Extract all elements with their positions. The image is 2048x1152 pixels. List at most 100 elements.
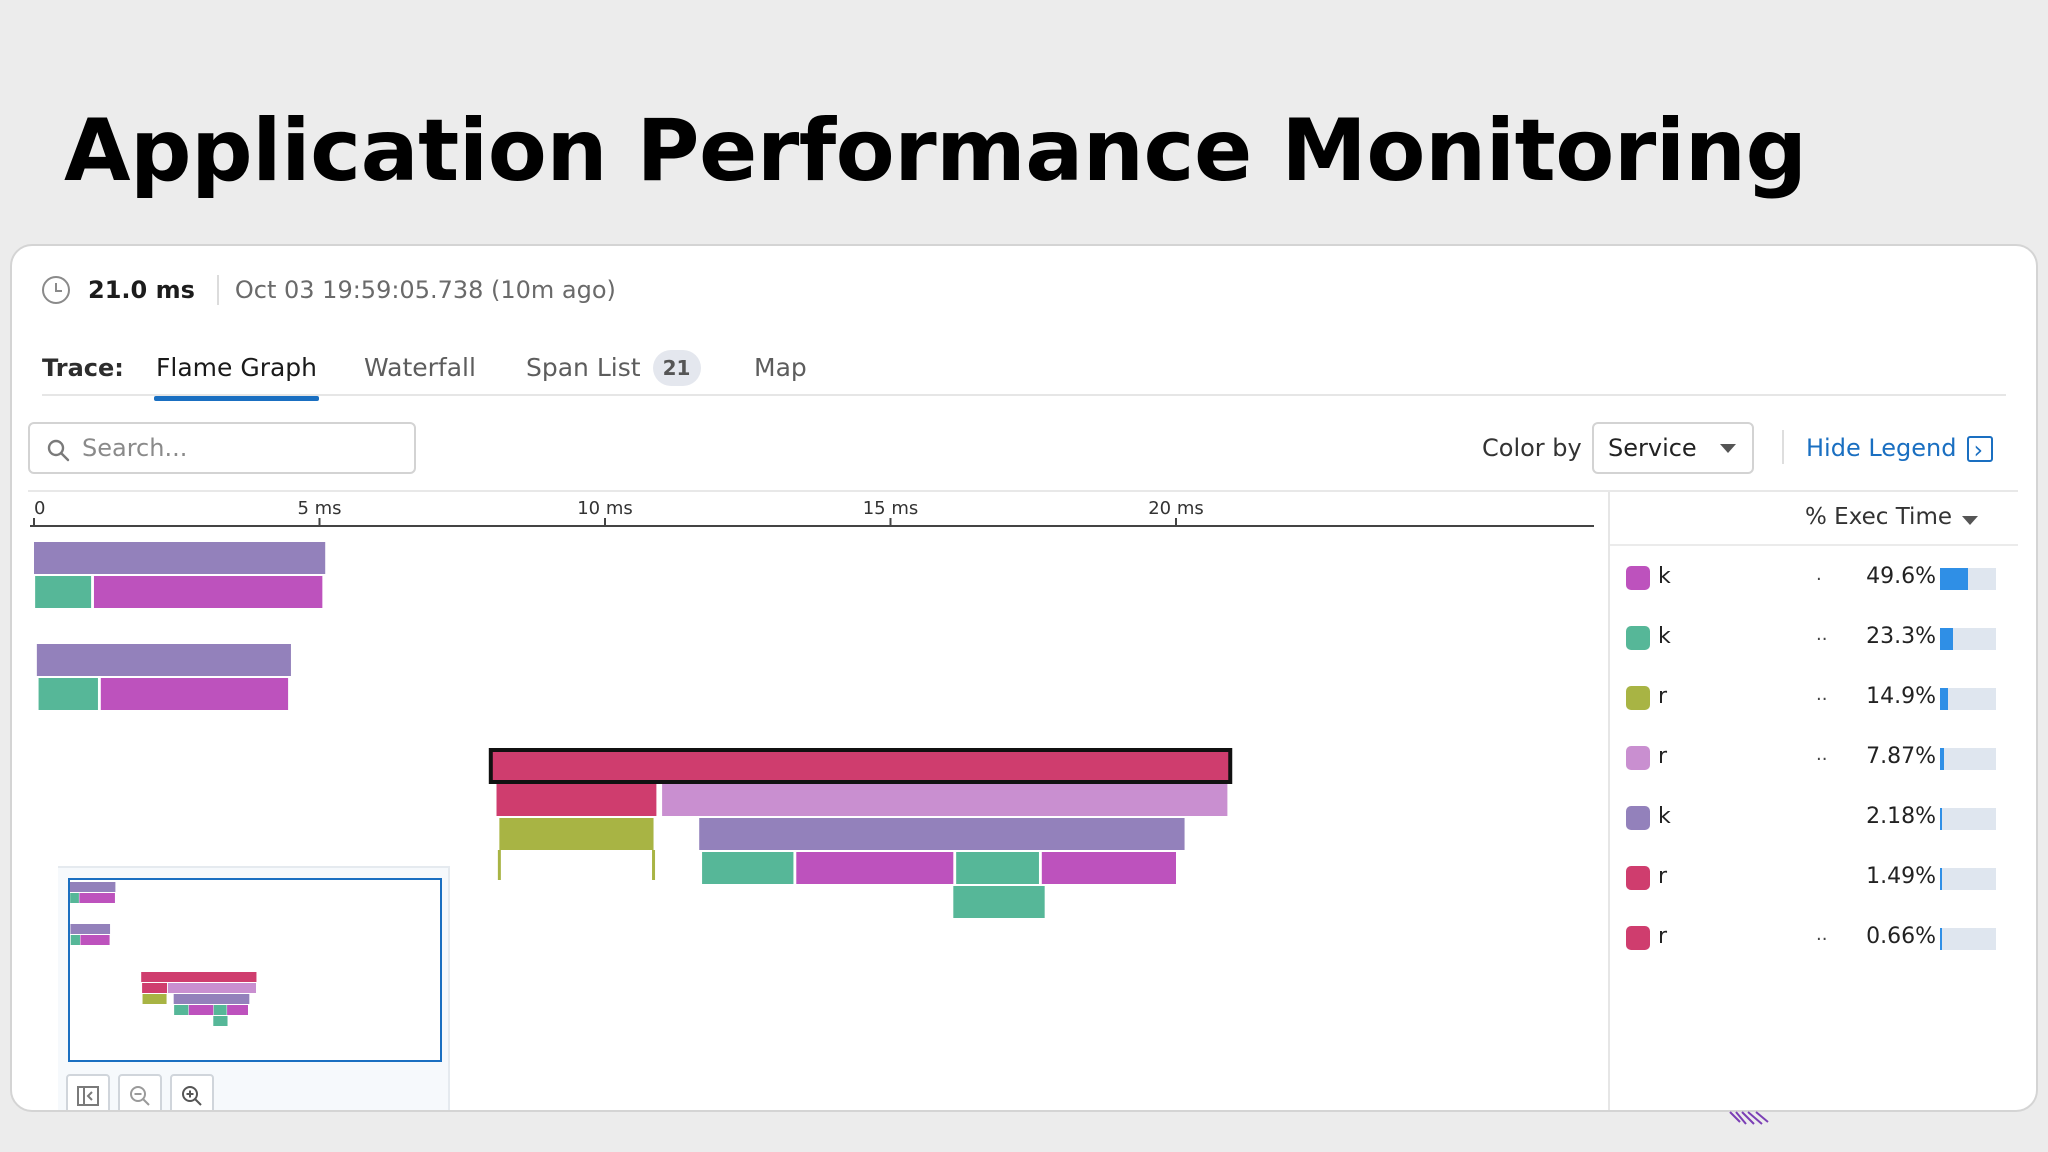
color-by-value: Service xyxy=(1608,434,1697,462)
service-name: k xyxy=(1658,804,1671,829)
legend-row[interactable]: k 2.18% xyxy=(1610,798,2020,838)
service-name: r xyxy=(1658,744,1668,769)
search-icon xyxy=(47,439,70,462)
exec-time-bar xyxy=(1940,568,1996,590)
legend-header[interactable]: % Exec Time xyxy=(1610,492,2018,546)
zoom-out-button[interactable] xyxy=(118,1074,162,1110)
service-color-swatch xyxy=(1626,926,1650,950)
selected-span[interactable] xyxy=(488,748,1233,784)
minimap-span xyxy=(188,1005,214,1015)
axis-tick-label: 15 ms xyxy=(863,498,919,519)
axis-tick-label: 0 xyxy=(34,498,45,519)
service-name: k xyxy=(1658,624,1671,649)
span-bar[interactable] xyxy=(953,886,1045,918)
minimap-viewport[interactable] xyxy=(68,878,442,1062)
exec-time-bar-fill xyxy=(1940,868,1942,890)
flame-graph-canvas[interactable]: 0 5 ms 10 ms 15 ms 20 ms xyxy=(28,492,1608,1112)
exec-time-header: % Exec Time xyxy=(1805,504,1952,530)
exec-time-percent: 0.66% xyxy=(1866,924,1936,949)
service-color-swatch xyxy=(1626,806,1650,830)
minimap-span xyxy=(79,893,115,903)
color-by-label: Color by xyxy=(1482,434,1582,462)
tab-waterfall[interactable]: Waterfall xyxy=(364,353,476,382)
service-name: r xyxy=(1658,684,1668,709)
exec-time-bar xyxy=(1940,628,1996,650)
tab-flame-graph[interactable]: Flame Graph xyxy=(153,350,320,401)
axis-tick-label: 5 ms xyxy=(297,498,341,519)
minimap-span xyxy=(213,1005,227,1015)
service-name-truncation: .. xyxy=(1816,624,1828,645)
clock-icon xyxy=(42,276,70,304)
legend-row[interactable]: k.. 23.3% xyxy=(1610,618,2020,658)
minimap xyxy=(58,866,450,1110)
minimap-span xyxy=(80,935,110,945)
service-color-swatch xyxy=(1626,866,1650,890)
exec-time-bar-fill xyxy=(1940,628,1954,650)
tab-span-list-label: Span List xyxy=(526,353,641,382)
exec-time-bar xyxy=(1940,688,1996,710)
axis-tick-label: 10 ms xyxy=(577,498,633,519)
span-bar[interactable] xyxy=(499,818,654,850)
span-bar[interactable] xyxy=(36,644,291,676)
span-bar[interactable] xyxy=(796,852,954,884)
minimap-span xyxy=(142,983,168,993)
collapse-icon xyxy=(77,1086,99,1106)
service-name-truncation: .. xyxy=(1816,924,1828,945)
minimap-span xyxy=(213,1016,228,1026)
span-bar[interactable] xyxy=(1041,852,1176,884)
service-legend: % Exec Time k. 49.6% k.. 23.3% r.. 14.9% r.. 7.… xyxy=(1608,492,2020,1110)
search-box[interactable] xyxy=(28,422,416,474)
flame-graph-area: 0 5 ms 10 ms 15 ms 20 ms % Exec Time k. 49.6%… xyxy=(28,490,2020,1112)
axis-tick-label: 20 ms xyxy=(1148,498,1204,519)
exec-time-percent: 1.49% xyxy=(1866,864,1936,889)
minimap-span xyxy=(227,1005,248,1015)
legend-row[interactable]: r.. 7.87% xyxy=(1610,738,2020,778)
legend-row[interactable]: r.. 0.66% xyxy=(1610,918,2020,958)
exec-time-percent: 2.18% xyxy=(1866,804,1936,829)
legend-row[interactable]: k. 49.6% xyxy=(1610,558,2020,598)
zoom-out-icon xyxy=(130,1086,150,1106)
service-name: r xyxy=(1658,924,1668,949)
slide-title: Application Performance Monitoring xyxy=(64,101,1807,201)
zoom-in-button[interactable] xyxy=(170,1074,214,1110)
span-bar[interactable] xyxy=(702,852,794,884)
exec-time-percent: 23.3% xyxy=(1866,624,1936,649)
span-bar[interactable] xyxy=(662,784,1228,816)
flame-graph[interactable]: 0 5 ms 10 ms 15 ms 20 ms xyxy=(28,492,1608,1112)
zoom-in-icon xyxy=(182,1086,202,1106)
tab-map[interactable]: Map xyxy=(754,353,807,382)
color-by-select[interactable]: Service xyxy=(1592,422,1754,474)
trace-duration: 21.0 ms xyxy=(88,276,195,304)
exec-time-bar-fill xyxy=(1940,928,1942,950)
service-color-swatch xyxy=(1626,626,1650,650)
minimap-span xyxy=(70,924,111,934)
span-bar[interactable] xyxy=(496,784,657,816)
search-input[interactable] xyxy=(82,430,402,466)
exec-time-percent: 14.9% xyxy=(1866,684,1936,709)
span-bar[interactable] xyxy=(956,852,1039,884)
trace-timestamp: Oct 03 19:59:05.738 (10m ago) xyxy=(234,276,616,304)
service-color-swatch xyxy=(1626,566,1650,590)
minimap-span xyxy=(70,935,80,945)
service-name: r xyxy=(1658,864,1668,889)
span-bar[interactable] xyxy=(35,576,92,608)
minimap-collapse-button[interactable] xyxy=(66,1074,110,1110)
chevron-down-icon xyxy=(1720,444,1736,453)
span-bar[interactable] xyxy=(34,542,326,574)
span-bar[interactable] xyxy=(699,818,1185,850)
legend-row[interactable]: r.. 14.9% xyxy=(1610,678,2020,718)
exec-time-bar-fill xyxy=(1940,568,1968,590)
tab-span-list[interactable]: Span List 21 xyxy=(526,350,701,386)
span-bar[interactable] xyxy=(38,678,98,710)
exec-time-bar xyxy=(1940,808,1996,830)
span-bar[interactable] xyxy=(93,576,323,608)
trace-label: Trace: xyxy=(42,354,124,382)
span-bar[interactable] xyxy=(100,678,289,710)
minimap-span xyxy=(70,893,79,903)
legend-row[interactable]: r 1.49% xyxy=(1610,858,2020,898)
trace-tabs: Trace: Flame Graph Waterfall Span List 21… xyxy=(42,350,2006,401)
service-name: k xyxy=(1658,564,1671,589)
hide-legend-button[interactable]: Hide Legend xyxy=(1806,430,1993,468)
exec-time-bar xyxy=(1940,748,1996,770)
exec-time-percent: 49.6% xyxy=(1866,564,1936,589)
